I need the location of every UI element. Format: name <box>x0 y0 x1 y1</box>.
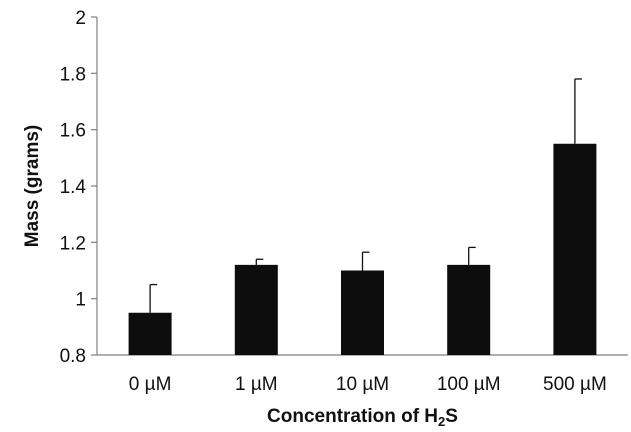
x-tick-label: 500 µM <box>543 374 607 395</box>
bar <box>128 312 172 355</box>
y-tick-label: 1.2 <box>60 233 86 254</box>
error-bars <box>149 78 582 313</box>
y-tick-label: 1 <box>75 290 86 311</box>
y-tick-label: 1.4 <box>60 177 87 198</box>
x-tick-label: 1 µM <box>235 374 278 395</box>
x-axis-ticks: 0 µM 1 µM 10 µM 100 µM 500 µM <box>129 374 607 395</box>
y-axis-label: Mass (grams) <box>22 125 43 248</box>
x-axis-label-subscript: 2 <box>438 414 445 429</box>
bar <box>341 270 384 355</box>
y-tick-label: 2 <box>75 8 86 29</box>
x-axis-label: Concentration of H2S <box>267 406 458 429</box>
bar <box>234 264 278 355</box>
bars <box>128 143 597 355</box>
x-tick-label: 0 µM <box>129 374 172 395</box>
bar <box>553 143 597 355</box>
y-tick-label: 1.8 <box>60 64 86 85</box>
bar <box>447 264 491 355</box>
y-tick-label: 1.6 <box>60 121 86 142</box>
y-axis-ticks: 0.8 1 1.2 1.4 1.6 1.8 2 <box>60 8 97 367</box>
y-tick-label: 0.8 <box>60 346 86 367</box>
x-axis-label-tail: S <box>445 406 458 427</box>
x-axis-label-main: Concentration of H <box>267 406 438 427</box>
x-tick-label: 100 µM <box>437 374 501 395</box>
x-tick-label: 10 µM <box>336 374 389 395</box>
